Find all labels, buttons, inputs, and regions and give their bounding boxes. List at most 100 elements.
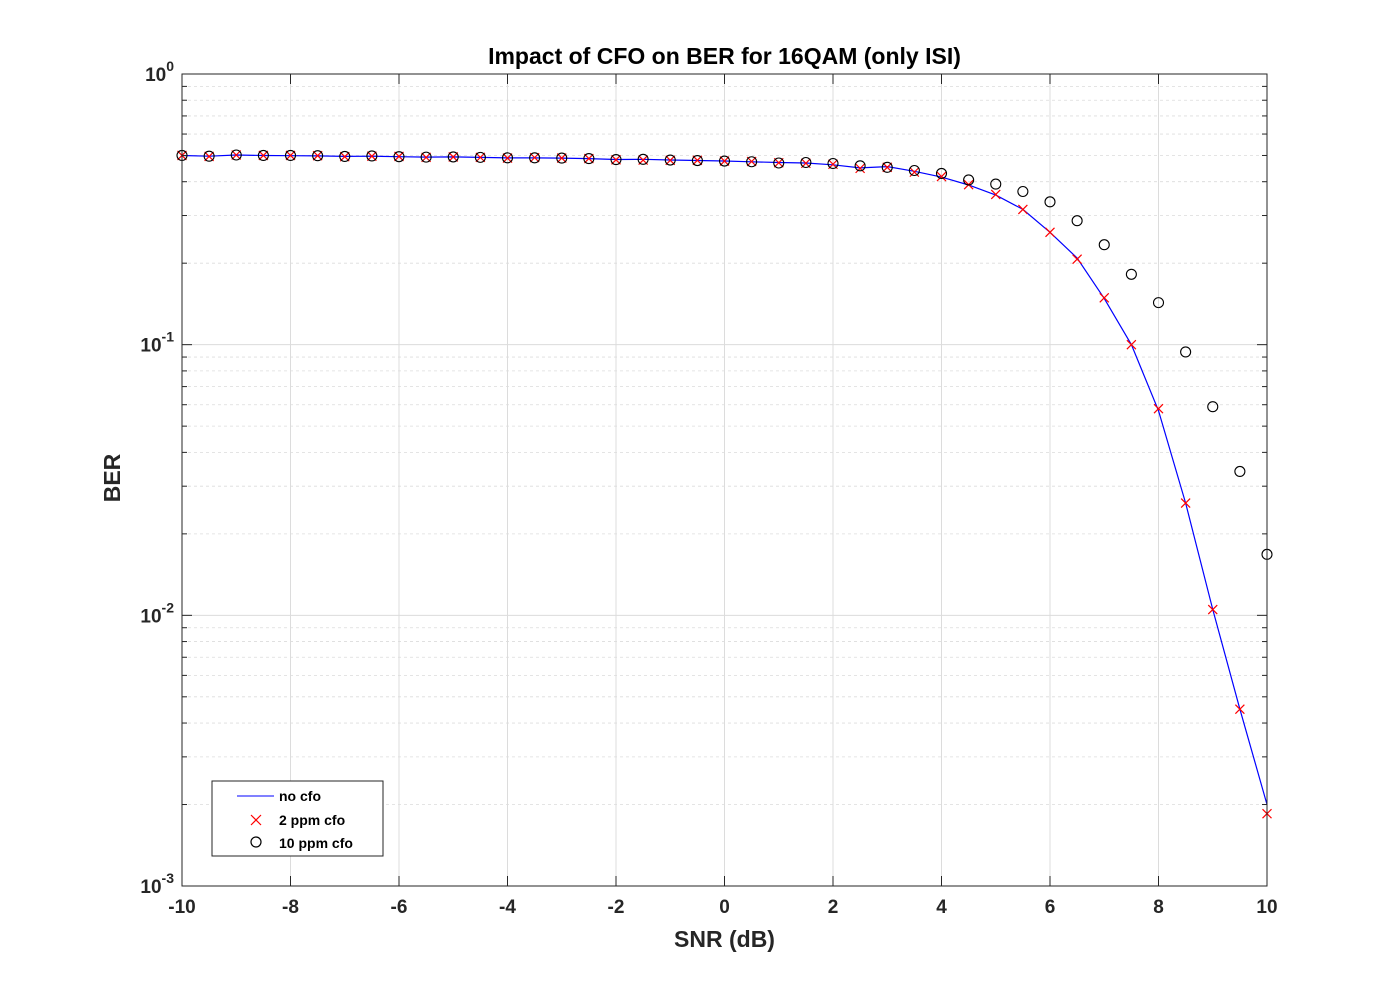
legend-marker-2ppm	[250, 814, 262, 826]
series-2	[176, 149, 1273, 560]
point-2ppm	[421, 152, 432, 163]
point-2ppm	[1234, 704, 1245, 715]
x-tick-label: -2	[608, 897, 625, 918]
point-10ppm	[1017, 185, 1029, 198]
x-tick-label: 10	[1256, 897, 1277, 918]
point-2ppm	[1180, 498, 1191, 508]
point-2ppm	[746, 156, 757, 167]
point-10ppm	[556, 152, 568, 164]
point-10ppm	[881, 161, 893, 173]
x-tick-label: 8	[1153, 897, 1164, 918]
x-tick-label: 2	[828, 897, 839, 918]
point-10ppm	[583, 153, 595, 165]
point-10ppm	[284, 149, 297, 162]
point-2ppm	[285, 150, 296, 161]
point-10ppm	[990, 178, 1002, 190]
point-10ppm	[637, 153, 649, 165]
point-2ppm	[936, 171, 947, 182]
point-10ppm	[1098, 239, 1110, 251]
point-10ppm	[1180, 346, 1192, 358]
point-10ppm	[501, 152, 514, 164]
point-2ppm	[366, 151, 377, 162]
legend-label-2ppm: 2 ppm cfo	[279, 812, 345, 828]
point-2ppm	[394, 151, 404, 162]
point-10ppm	[691, 154, 703, 167]
point-2ppm	[855, 163, 866, 174]
point-2ppm	[204, 151, 215, 162]
legend-marker-10ppm	[250, 836, 262, 848]
point-2ppm	[1045, 227, 1055, 238]
point-10ppm	[366, 150, 378, 162]
ticks	[181, 73, 1268, 887]
point-10ppm	[257, 149, 269, 162]
point-10ppm	[420, 151, 432, 163]
point-10ppm	[203, 150, 215, 162]
legend-label-no-cfo: no cfo	[279, 788, 321, 804]
x-tick-label: -8	[282, 897, 299, 918]
point-2ppm	[556, 153, 567, 164]
point-10ppm	[1234, 465, 1246, 478]
x-tick-label: 4	[936, 897, 947, 918]
x-tick-label: 0	[719, 897, 730, 918]
point-2ppm	[231, 150, 242, 160]
point-2ppm	[339, 151, 350, 162]
y-tick-label: 100	[145, 58, 174, 86]
point-10ppm	[312, 150, 324, 162]
point-10ppm	[746, 156, 758, 168]
x-tick-label: -6	[391, 897, 408, 918]
point-10ppm	[827, 157, 839, 170]
legend-label-10ppm: 10 ppm cfo	[279, 835, 353, 851]
point-2ppm	[312, 150, 323, 161]
point-10ppm	[1125, 268, 1137, 280]
point-10ppm	[908, 164, 920, 177]
point-10ppm	[1071, 215, 1083, 227]
point-2ppm	[1153, 403, 1164, 414]
legend-box	[211, 780, 384, 857]
y-axis-title: BER	[99, 453, 125, 502]
point-2ppm	[665, 155, 676, 166]
point-10ppm	[1207, 401, 1219, 413]
point-10ppm	[474, 151, 486, 163]
point-2ppm	[1126, 339, 1137, 350]
point-2ppm	[1017, 204, 1028, 215]
point-10ppm	[529, 152, 541, 164]
point-10ppm	[935, 167, 948, 180]
x-tick-label: 6	[1045, 897, 1056, 918]
point-10ppm	[773, 157, 785, 169]
point-2ppm	[448, 151, 459, 162]
point-2ppm	[1207, 604, 1218, 615]
point-10ppm	[854, 160, 866, 172]
point-2ppm	[529, 152, 540, 163]
point-10ppm	[718, 155, 731, 167]
x-tick-label: -10	[168, 897, 195, 918]
point-10ppm	[1152, 297, 1165, 309]
y-tick-label: 10-2	[140, 599, 174, 627]
y-tick-label: 10-3	[140, 870, 174, 898]
point-2ppm	[475, 152, 486, 163]
point-2ppm	[1072, 254, 1083, 265]
point-10ppm	[963, 174, 975, 186]
y-tick-label: 10-1	[140, 329, 174, 357]
point-2ppm	[258, 150, 269, 161]
point-10ppm	[610, 153, 622, 166]
point-2ppm	[882, 162, 893, 173]
point-2ppm	[583, 153, 594, 164]
point-10ppm	[664, 154, 676, 166]
point-10ppm	[230, 149, 242, 161]
point-10ppm	[339, 150, 351, 162]
x-axis-title: SNR (dB)	[674, 926, 775, 952]
legend: no cfo 2 ppm cfo 10 ppm cfo	[211, 780, 384, 857]
point-10ppm	[800, 156, 812, 169]
x-tick-label: -4	[499, 897, 516, 918]
point-2ppm	[773, 157, 784, 168]
point-10ppm	[447, 151, 459, 163]
tick-labels: -10 -8 -6 -4 -2 0 2 4 6 8 10 100 10-1 10-2 10-3	[140, 58, 1277, 918]
point-2ppm	[611, 154, 621, 165]
point-2ppm	[719, 156, 730, 166]
point-10ppm	[1044, 196, 1056, 208]
point-10ppm	[393, 151, 405, 163]
point-2ppm	[990, 189, 1001, 200]
point-2ppm	[502, 153, 513, 164]
chart-title: Impact of CFO on BER for 16QAM (only ISI…	[488, 43, 961, 69]
